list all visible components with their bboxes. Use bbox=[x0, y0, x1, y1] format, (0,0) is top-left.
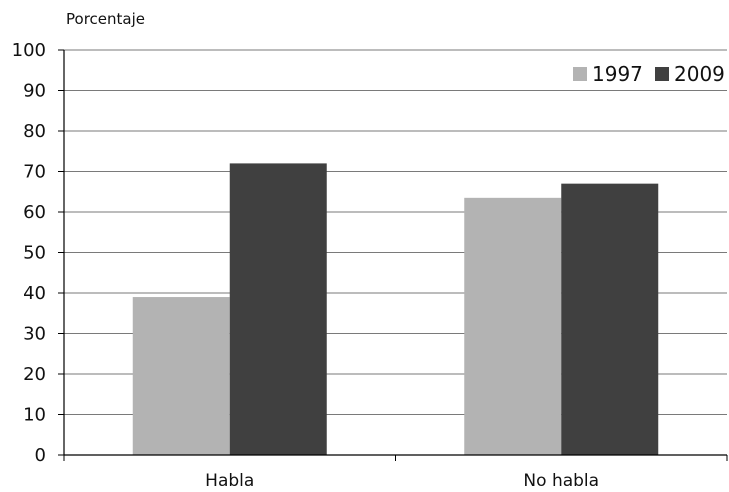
y-tick-label: 70 bbox=[23, 162, 46, 183]
y-tick-label: 10 bbox=[23, 405, 46, 426]
bar-1997-no-habla bbox=[464, 197, 562, 455]
y-tick-labels: 0 10 20 30 40 50 60 70 80 90 100 bbox=[12, 40, 46, 466]
legend-label-1997: 1997 bbox=[592, 62, 643, 86]
y-tick-label: 40 bbox=[23, 283, 46, 304]
y-tick-label: 100 bbox=[12, 40, 46, 61]
bars bbox=[132, 163, 659, 455]
axes bbox=[58, 49, 728, 461]
y-tick-label: 60 bbox=[23, 202, 46, 223]
y-tick-label: 30 bbox=[23, 324, 46, 345]
x-tick-label: No habla bbox=[523, 471, 599, 491]
y-tick-label: 80 bbox=[23, 121, 46, 142]
bar-2009-habla bbox=[229, 163, 327, 455]
bar-1997-habla bbox=[132, 297, 230, 455]
y-tick-label: 0 bbox=[35, 445, 46, 466]
legend-swatch-2009 bbox=[655, 67, 669, 81]
y-axis-title: Porcentaje bbox=[66, 10, 145, 28]
y-tick-label: 20 bbox=[23, 364, 46, 385]
legend-label-2009: 2009 bbox=[674, 62, 725, 86]
legend: 1997 2009 bbox=[573, 62, 725, 86]
x-tick-labels: Habla No habla bbox=[205, 471, 599, 491]
legend-swatch-1997 bbox=[573, 67, 587, 81]
y-tick-label: 90 bbox=[23, 81, 46, 102]
bar-2009-no-habla bbox=[561, 183, 659, 455]
y-tick-label: 50 bbox=[23, 243, 46, 264]
x-tick-label: Habla bbox=[205, 471, 254, 491]
